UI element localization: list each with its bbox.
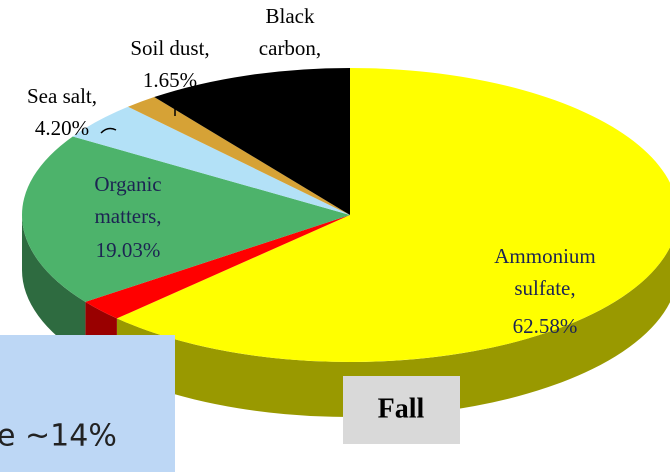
slice-label: Ammonium sulfate, — [494, 244, 596, 300]
season-label: Fall — [378, 393, 425, 424]
slice-side — [21, 215, 86, 357]
leader-line — [100, 127, 117, 134]
note-box — [0, 335, 175, 472]
slice-side — [116, 247, 670, 417]
slice — [128, 97, 350, 215]
slice-value-label: 10.18% — [258, 76, 323, 100]
slice — [154, 68, 350, 215]
labels: Ammonium sulfate, 62.58% Organic matters, 19.… — [27, 4, 596, 338]
pie — [21, 68, 670, 417]
slice-label: Sea salt, — [27, 84, 97, 108]
note-text: ge ~14% — [0, 419, 117, 454]
slice-value-label: 19.03% — [96, 238, 161, 262]
slice-value-label: 4.20% — [35, 116, 89, 140]
slice-value-label: 62.58% — [513, 314, 578, 338]
slice-label: Black carbon, — [259, 4, 321, 60]
slice-label: Soil dust, — [130, 36, 209, 60]
slice — [21, 136, 350, 302]
season-box — [343, 376, 460, 444]
slice-value-label: 1.65% — [143, 68, 197, 92]
slice-label: Organic matters, — [94, 172, 161, 228]
slice — [72, 106, 351, 215]
slice — [116, 68, 670, 362]
slice — [85, 215, 350, 319]
